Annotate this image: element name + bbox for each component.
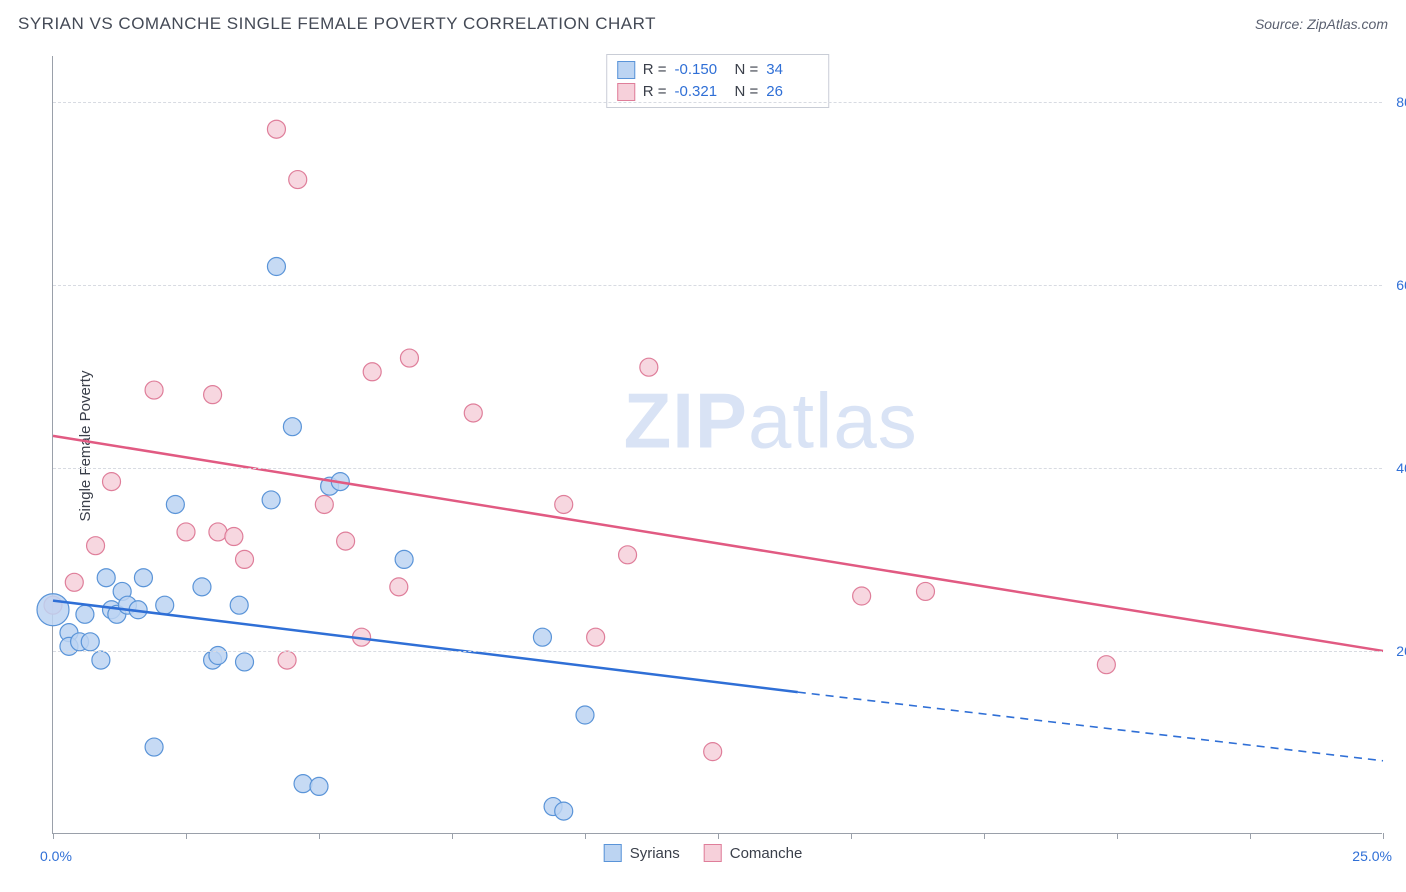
data-point[interactable]	[267, 258, 285, 276]
source-attribution: Source: ZipAtlas.com	[1255, 16, 1388, 32]
data-point[interactable]	[145, 381, 163, 399]
chart-svg	[53, 56, 1382, 833]
y-tick-label: 60.0%	[1386, 277, 1406, 293]
data-point[interactable]	[853, 587, 871, 605]
data-point[interactable]	[390, 578, 408, 596]
data-point[interactable]	[37, 594, 69, 626]
data-point[interactable]	[103, 473, 121, 491]
data-point[interactable]	[225, 528, 243, 546]
swatch-comanche	[704, 844, 722, 862]
data-point[interactable]	[283, 418, 301, 436]
data-point[interactable]	[262, 491, 280, 509]
data-point[interactable]	[134, 569, 152, 587]
data-point[interactable]	[555, 802, 573, 820]
data-point[interactable]	[209, 647, 227, 665]
data-point[interactable]	[177, 523, 195, 541]
legend-item-comanche[interactable]: Comanche	[704, 844, 803, 862]
trend-line	[53, 601, 798, 693]
data-point[interactable]	[555, 495, 573, 513]
data-point[interactable]	[289, 171, 307, 189]
data-point[interactable]	[156, 596, 174, 614]
data-point[interactable]	[278, 651, 296, 669]
data-point[interactable]	[236, 550, 254, 568]
gridline	[53, 285, 1382, 286]
data-point[interactable]	[464, 404, 482, 422]
plot-area: ZIPatlas R = -0.150 N = 34 R = -0.321 N …	[52, 56, 1382, 834]
legend-label-syrians: Syrians	[630, 845, 680, 862]
gridline	[53, 468, 1382, 469]
swatch-syrians	[604, 844, 622, 862]
data-point[interactable]	[363, 363, 381, 381]
data-point[interactable]	[1097, 656, 1115, 674]
y-tick-label: 40.0%	[1386, 460, 1406, 476]
series-legend: Syrians Comanche	[604, 844, 803, 862]
data-point[interactable]	[209, 523, 227, 541]
data-point[interactable]	[230, 596, 248, 614]
data-point[interactable]	[65, 573, 83, 591]
x-tick	[1383, 833, 1384, 839]
data-point[interactable]	[640, 358, 658, 376]
gridline	[53, 651, 1382, 652]
data-point[interactable]	[315, 495, 333, 513]
data-point[interactable]	[267, 120, 285, 138]
source-label: Source:	[1255, 16, 1303, 32]
data-point[interactable]	[533, 628, 551, 646]
x-axis-max-label: 25.0%	[1352, 848, 1392, 864]
data-point[interactable]	[619, 546, 637, 564]
y-tick-label: 20.0%	[1386, 643, 1406, 659]
data-point[interactable]	[145, 738, 163, 756]
data-point[interactable]	[704, 743, 722, 761]
data-point[interactable]	[166, 495, 184, 513]
x-axis-min-label: 0.0%	[40, 848, 72, 864]
data-point[interactable]	[294, 775, 312, 793]
source-value: ZipAtlas.com	[1307, 16, 1388, 32]
data-point[interactable]	[193, 578, 211, 596]
data-point[interactable]	[916, 582, 934, 600]
data-point[interactable]	[204, 386, 222, 404]
data-point[interactable]	[337, 532, 355, 550]
data-point[interactable]	[76, 605, 94, 623]
data-point[interactable]	[400, 349, 418, 367]
data-point[interactable]	[87, 537, 105, 555]
y-tick-label: 80.0%	[1386, 94, 1406, 110]
trend-line	[798, 692, 1383, 761]
legend-item-syrians[interactable]: Syrians	[604, 844, 680, 862]
data-point[interactable]	[587, 628, 605, 646]
data-point[interactable]	[395, 550, 413, 568]
gridline	[53, 102, 1382, 103]
data-point[interactable]	[97, 569, 115, 587]
data-point[interactable]	[310, 777, 328, 795]
legend-label-comanche: Comanche	[730, 845, 803, 862]
data-point[interactable]	[92, 651, 110, 669]
data-point[interactable]	[81, 633, 99, 651]
data-point[interactable]	[576, 706, 594, 724]
chart-title: SYRIAN VS COMANCHE SINGLE FEMALE POVERTY…	[18, 14, 656, 34]
data-point[interactable]	[236, 653, 254, 671]
